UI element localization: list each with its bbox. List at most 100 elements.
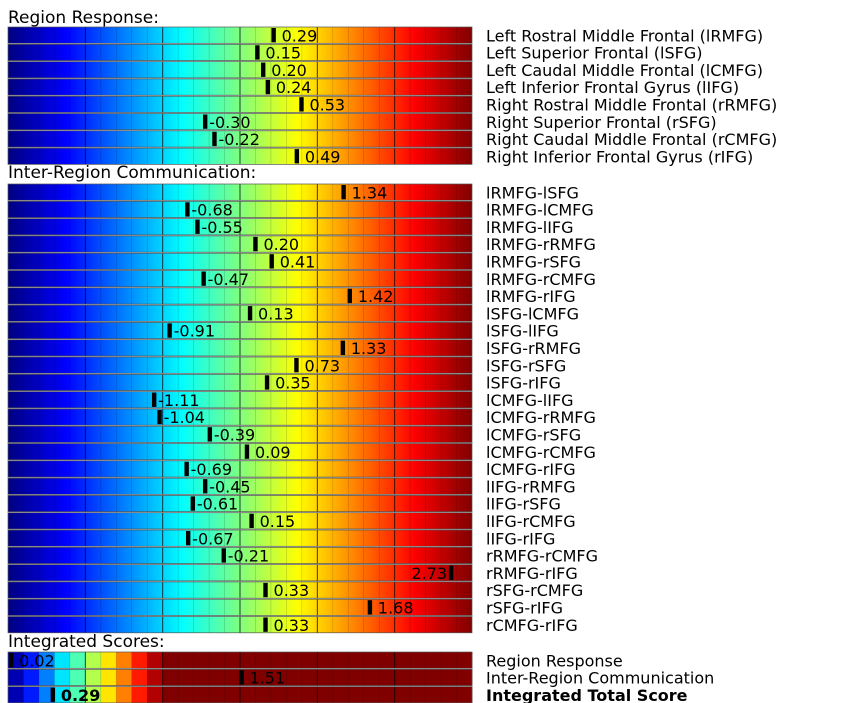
heat-cell (441, 669, 457, 686)
value-marker (203, 114, 208, 129)
value-label: 0.20 (271, 61, 307, 80)
heat-cell (147, 686, 164, 703)
heat-row: -0.30 Right Superior Frontal (rSFG) (7, 113, 717, 132)
heat-cell (456, 652, 473, 669)
value-label: 0.02 (19, 651, 55, 670)
heat-cell (441, 686, 457, 703)
heat-row: -0.22 Right Caudal Middle Frontal (rCMFG) (7, 130, 777, 149)
heat-row: -0.21 rRMFG-rCMFG (7, 547, 598, 566)
heat-row-border (7, 304, 473, 322)
heat-row-border (7, 235, 473, 253)
heat-cell (131, 686, 148, 703)
heat-cell (270, 669, 287, 686)
row-label: lSFG-lIFG (486, 322, 559, 341)
heat-cell (317, 652, 334, 669)
heat-cell (255, 686, 272, 703)
heat-cell (410, 686, 426, 703)
row-label: lCMFG-rCMFG (486, 443, 596, 462)
heat-cell (224, 686, 241, 703)
value-marker (50, 687, 56, 702)
heat-row-border (7, 183, 473, 201)
value-marker (185, 202, 190, 217)
heat-cell (425, 652, 442, 669)
heat-cell (85, 652, 102, 669)
row-label: lCMFG-lIFG (486, 391, 574, 410)
value-label: 0.33 (274, 616, 310, 635)
heat-row-border (7, 616, 473, 634)
heat-cell (23, 686, 40, 703)
heat-row-border (7, 373, 473, 391)
heat-cell (224, 652, 241, 669)
row-label: Region Response (486, 651, 623, 670)
row-label: Right Inferior Frontal Gyrus (rIFG) (486, 147, 753, 166)
value-marker (151, 392, 157, 407)
heat-row: 1.42 lRMFG-rIFG (7, 287, 576, 306)
heat-row: 0.73 lSFG-rSFG (7, 356, 566, 375)
heat-cell (240, 652, 256, 669)
row-label: lCMFG-rRMFG (486, 408, 596, 427)
heat-row-border (7, 130, 473, 148)
heat-row-border (7, 78, 473, 96)
heat-cell (394, 669, 411, 686)
value-label: 0.15 (260, 512, 296, 531)
row-label: Left Superior Frontal (lSFG) (486, 44, 702, 63)
value-marker (201, 271, 206, 286)
heat-row: 0.49 Right Inferior Frontal Gyrus (rIFG) (7, 147, 753, 166)
heat-cell (379, 652, 396, 669)
value-label: -0.61 (197, 495, 238, 514)
heat-cell (69, 686, 86, 703)
heat-cell (54, 669, 71, 686)
heat-cell (178, 686, 194, 703)
heat-cell (301, 652, 318, 669)
value-label: 0.49 (305, 147, 341, 166)
value-marker (157, 409, 162, 425)
heat-cell (209, 669, 225, 686)
row-label: lIFG-rCMFG (486, 512, 576, 531)
value-label: 0.29 (282, 26, 318, 45)
value-label: 1.33 (351, 339, 387, 358)
heat-cell (240, 669, 256, 686)
row-label: lSFG-rRMFG (486, 339, 581, 358)
value-label: 0.41 (280, 253, 316, 272)
value-label: 0.24 (276, 78, 312, 97)
value-label: -0.39 (214, 426, 255, 445)
heat-row-border (7, 425, 473, 443)
value-marker (195, 219, 200, 234)
value-label: -0.68 (191, 201, 232, 220)
section-title-inter-region-communication: Inter-Region Communication: (8, 163, 256, 183)
heat-row-border (7, 495, 473, 513)
row-label: Right Superior Frontal (rSFG) (486, 113, 717, 132)
heat-row-border (7, 26, 473, 44)
row-label: Left Inferior Frontal Gyrus (lIFG) (486, 78, 739, 97)
value-label: 0.35 (275, 374, 311, 393)
heat-row-border (7, 270, 473, 288)
row-label: rRMFG-rIFG (486, 564, 578, 583)
heat-row: 0.20 lRMFG-rRMFG (7, 235, 596, 254)
heat-cell (147, 652, 164, 669)
value-label: -0.22 (218, 130, 259, 149)
row-label: lIFG-rSFG (486, 495, 561, 514)
value-marker (207, 427, 213, 442)
heat-row: 0.29 Integrated Total Score (7, 686, 688, 703)
heat-row: 1.33 lSFG-rRMFG (7, 339, 581, 358)
heat-cell (301, 669, 318, 686)
row-label: lCMFG-rSFG (486, 426, 581, 445)
heat-row: 0.13 lSFG-lCMFG (7, 304, 579, 323)
value-marker (347, 288, 353, 304)
row-label: Integrated Total Score (486, 686, 688, 703)
heat-row: 0.53 Right Rostral Middle Frontal (rRMFG) (7, 96, 777, 115)
row-label: Left Rostral Middle Frontal (lRMFG) (486, 26, 763, 45)
value-marker (244, 444, 250, 459)
value-marker (190, 496, 196, 511)
heat-cell (54, 686, 71, 703)
value-marker (263, 617, 268, 632)
heat-row: 0.20 Left Caudal Middle Frontal (lCMFG) (7, 61, 763, 80)
heat-row: -1.04 lCMFG-rRMFG (7, 408, 596, 427)
heat-cell (23, 669, 40, 686)
row-label: Right Caudal Middle Frontal (rCMFG) (486, 130, 777, 149)
row-label: rRMFG-rCMFG (486, 547, 598, 566)
heat-row: 0.09 lCMFG-rCMFG (7, 443, 596, 462)
heat-row: 0.24 Left Inferior Frontal Gyrus (lIFG) (7, 78, 739, 97)
heat-cell (410, 652, 426, 669)
heat-row-border (7, 43, 473, 61)
